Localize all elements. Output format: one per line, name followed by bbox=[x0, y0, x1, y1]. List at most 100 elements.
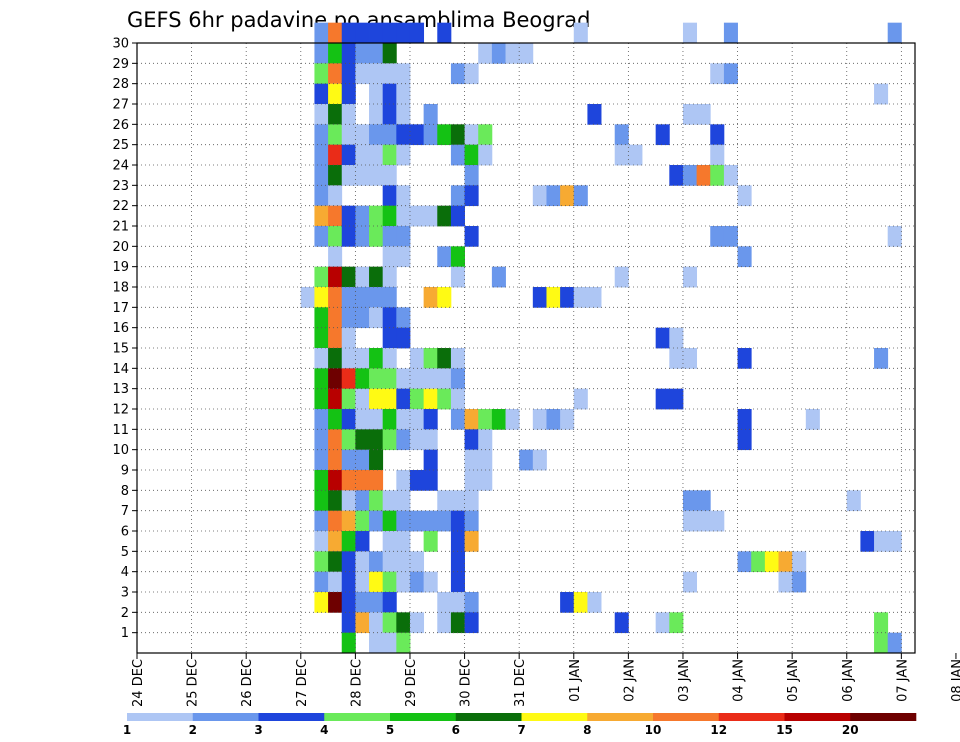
cell bbox=[682, 22, 698, 44]
cell bbox=[355, 205, 370, 227]
cell bbox=[437, 388, 452, 410]
cell bbox=[314, 348, 329, 369]
cell bbox=[328, 205, 343, 227]
cell bbox=[369, 470, 384, 491]
cell bbox=[573, 22, 588, 44]
cell bbox=[314, 63, 329, 85]
cell bbox=[860, 531, 875, 552]
cell bbox=[464, 226, 479, 247]
cell bbox=[328, 592, 343, 613]
x-tick-label: 27 DEC bbox=[295, 659, 310, 707]
y-tick-label: 17 bbox=[112, 301, 129, 316]
cell bbox=[682, 571, 698, 593]
x-tick-label: 31 DEC bbox=[513, 659, 528, 707]
cell bbox=[382, 307, 397, 329]
cell bbox=[669, 165, 684, 186]
colorbar-label: 8 bbox=[583, 723, 591, 737]
cell bbox=[314, 490, 329, 512]
cell bbox=[710, 226, 725, 247]
cell bbox=[423, 470, 438, 491]
cell bbox=[328, 531, 343, 552]
cell bbox=[573, 388, 588, 410]
cell bbox=[655, 327, 670, 349]
cell bbox=[341, 592, 356, 613]
cell bbox=[314, 307, 329, 329]
cell bbox=[341, 144, 356, 166]
cell bbox=[341, 205, 356, 227]
cell bbox=[382, 185, 397, 207]
cell bbox=[710, 63, 725, 85]
cell bbox=[355, 429, 370, 451]
cell bbox=[887, 22, 902, 44]
cell bbox=[682, 348, 698, 369]
colorbar-swatch bbox=[455, 713, 522, 721]
cell bbox=[464, 185, 479, 207]
cell bbox=[874, 632, 889, 654]
colorbar-label: 10 bbox=[645, 723, 662, 737]
cell bbox=[723, 22, 738, 44]
cell bbox=[369, 551, 384, 573]
colorbar-swatch bbox=[521, 713, 588, 721]
cell bbox=[464, 429, 479, 451]
colorbar-swatch bbox=[850, 713, 917, 721]
cell bbox=[328, 287, 343, 308]
y-tick-label: 10 bbox=[112, 443, 129, 458]
cell bbox=[369, 104, 384, 125]
cell bbox=[396, 612, 411, 634]
cell bbox=[369, 571, 384, 593]
cell bbox=[669, 327, 684, 349]
cell bbox=[355, 144, 370, 166]
cell bbox=[382, 571, 397, 593]
cell bbox=[396, 226, 411, 247]
cell bbox=[355, 22, 370, 44]
cell bbox=[369, 43, 384, 64]
cell bbox=[314, 144, 329, 166]
cell bbox=[437, 246, 452, 268]
cell bbox=[669, 612, 684, 634]
colorbar-label: 2 bbox=[189, 723, 197, 737]
cell bbox=[382, 551, 397, 573]
cell bbox=[382, 22, 397, 44]
cell bbox=[328, 226, 343, 247]
cell bbox=[341, 348, 356, 369]
cell bbox=[355, 124, 370, 146]
cell bbox=[560, 185, 575, 207]
cell bbox=[382, 409, 397, 430]
cell bbox=[314, 592, 329, 613]
cell bbox=[369, 632, 384, 654]
cell bbox=[396, 22, 411, 44]
y-tick-label: 27 bbox=[112, 98, 129, 113]
cell bbox=[874, 83, 889, 105]
x-tick-label: 24 DEC bbox=[131, 659, 146, 707]
x-tick-label: 07 JAN bbox=[895, 659, 910, 702]
cell bbox=[450, 185, 465, 207]
cell bbox=[505, 43, 520, 64]
cell bbox=[437, 592, 452, 613]
cell bbox=[737, 185, 752, 207]
cell bbox=[437, 124, 452, 146]
cell bbox=[341, 490, 356, 512]
cell bbox=[328, 83, 343, 105]
cell bbox=[382, 632, 397, 654]
cell bbox=[341, 510, 356, 532]
cell bbox=[369, 388, 384, 410]
cell bbox=[314, 266, 329, 288]
cell bbox=[314, 327, 329, 349]
cell bbox=[369, 490, 384, 512]
cell bbox=[437, 510, 452, 532]
cell bbox=[314, 470, 329, 491]
cell bbox=[409, 388, 425, 410]
cell bbox=[682, 510, 698, 532]
cell bbox=[328, 307, 343, 329]
cell bbox=[792, 571, 807, 593]
cell bbox=[355, 510, 370, 532]
x-tick-label: 04 JAN bbox=[732, 659, 747, 702]
colorbar-label: 1 bbox=[123, 723, 131, 737]
cell bbox=[696, 490, 711, 512]
y-tick-label: 14 bbox=[112, 362, 129, 377]
y-tick-label: 15 bbox=[112, 342, 129, 357]
cell bbox=[737, 429, 752, 451]
colorbar-swatch bbox=[390, 713, 457, 721]
cell bbox=[328, 144, 343, 166]
cell bbox=[519, 43, 534, 64]
